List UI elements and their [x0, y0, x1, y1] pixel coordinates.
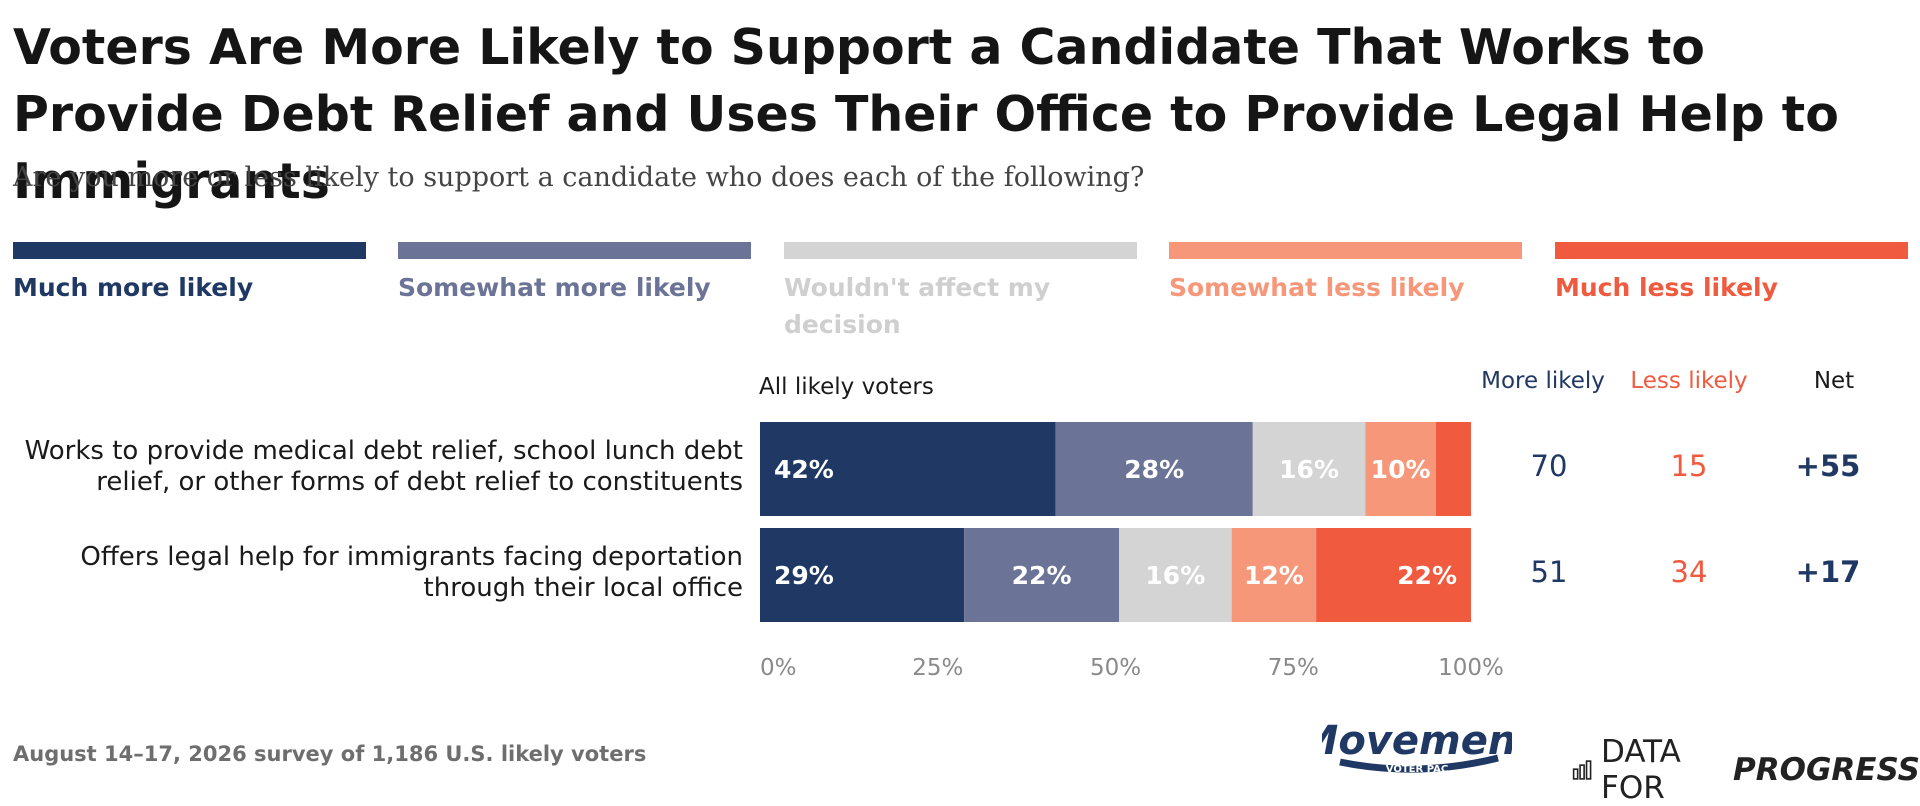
- less-likely-value: 34: [1670, 555, 1708, 589]
- legend-label: Somewhat less likely: [1169, 273, 1465, 302]
- legend-item-somewhat-more: Somewhat more likely: [398, 242, 751, 306]
- x-tick-label: 75%: [1268, 655, 1319, 681]
- legend-item-much-less: Much less likely: [1555, 242, 1908, 306]
- bar-chart-icon: [1572, 760, 1592, 780]
- bar-data-label: 29%: [774, 561, 834, 590]
- x-tick-label: 100%: [1438, 655, 1504, 681]
- bar-segment: [760, 528, 965, 622]
- bar-data-label: 42%: [774, 455, 834, 484]
- legend-label: Much less likely: [1555, 273, 1778, 302]
- dfp-logo-text: DATA FOR: [1601, 734, 1681, 806]
- legend-swatch: [1169, 242, 1522, 259]
- legend-label: Somewhat more likely: [398, 273, 711, 302]
- movement-logo-text: Movement: [1322, 718, 1512, 764]
- legend-label: Much more likely: [13, 273, 254, 302]
- legend-swatch: [398, 242, 751, 259]
- group-header: All likely voters: [759, 374, 934, 400]
- net-value: +17: [1795, 555, 1861, 589]
- bar-data-label: 22%: [1397, 561, 1457, 590]
- chart-subtitle: Are you more or less likely to support a…: [13, 162, 1145, 193]
- bar-segment: [1365, 422, 1436, 516]
- bar-segment: [1316, 528, 1471, 622]
- bar-data-label: 28%: [1124, 455, 1184, 484]
- movement-logo-subtext: VOTER PAC: [1386, 764, 1448, 775]
- x-tick-label: 25%: [912, 655, 963, 681]
- less-likely-value: 15: [1670, 449, 1708, 483]
- data-for-progress-logo: DATA FOR PROGRESS: [1572, 734, 1920, 806]
- less-likely-header: Less likely: [1630, 368, 1748, 394]
- legend-item-much-more: Much more likely: [13, 242, 366, 306]
- x-tick-label: 50%: [1090, 655, 1141, 681]
- chart-title: Voters Are More Likely to Support a Cand…: [13, 19, 1839, 210]
- more-likely-value: 51: [1530, 555, 1568, 589]
- net-header: Net: [1813, 368, 1855, 394]
- bar-segment: [1435, 422, 1471, 516]
- bar-segment: [1055, 422, 1253, 516]
- row-label-legal-help: Offers legal help for immigrants facing …: [80, 542, 743, 603]
- bar-segment: [1119, 528, 1232, 622]
- legend-item-somewhat-less: Somewhat less likely: [1169, 242, 1522, 306]
- survey-footnote: August 14–17, 2026 survey of 1,186 U.S. …: [13, 742, 647, 766]
- legend-label: Wouldn't affect my decision: [784, 273, 1051, 339]
- legend-item-neutral: Wouldn't affect my decision: [784, 242, 1137, 343]
- net-value: +55: [1795, 449, 1861, 483]
- bar-segment: [964, 528, 1120, 622]
- bar-data-label: 10%: [1371, 455, 1431, 484]
- bar-segment: [1252, 422, 1366, 516]
- more-likely-header: More likely: [1481, 368, 1605, 394]
- row-label-debt-relief: Works to provide medical debt relief, sc…: [24, 436, 743, 497]
- bar-data-label: 12%: [1244, 561, 1304, 590]
- bar-segment: [1231, 528, 1317, 622]
- legend-swatch: [13, 242, 366, 259]
- logo-swoosh: [1339, 754, 1499, 773]
- x-tick-label: 0%: [760, 655, 797, 681]
- legend-swatch: [784, 242, 1137, 259]
- legend-swatch: [1555, 242, 1908, 259]
- bar-data-label: 16%: [1279, 455, 1339, 484]
- bar-data-label: 22%: [1012, 561, 1072, 590]
- bar-data-label: 16%: [1145, 561, 1205, 590]
- movement-voter-pac-logo: Movement VOTER PAC: [1322, 718, 1512, 775]
- bar-segment: [760, 422, 1056, 516]
- more-likely-value: 70: [1530, 449, 1568, 483]
- dfp-logo-bold-text: PROGRESS: [1733, 752, 1920, 788]
